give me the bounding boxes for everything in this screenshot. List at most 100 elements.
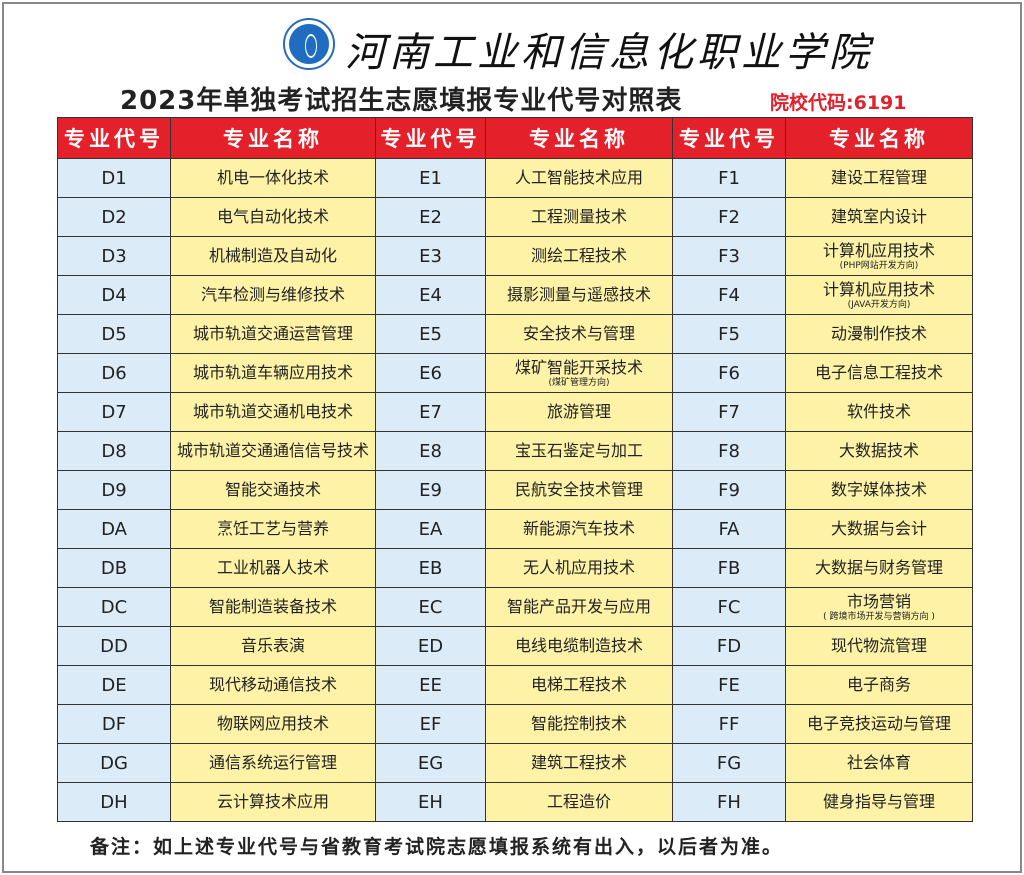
major-name-cell: 城市轨道交通运营管理	[170, 314, 376, 354]
major-name-cell: 宝玉石鉴定与加工	[485, 431, 673, 471]
major-name-cell: 城市轨道交通通信信号技术	[170, 431, 376, 471]
major-name: 云计算技术应用	[216, 792, 329, 811]
major-name-cell: 智能控制技术	[485, 704, 673, 744]
major-code: F3	[672, 236, 786, 276]
major-name-cell: 物联网应用技术	[170, 704, 376, 744]
major-name: 汽车检测与维修技术	[200, 285, 345, 304]
major-name-cell: 汽车检测与维修技术	[170, 275, 376, 315]
major-name-cell: 烹饪工艺与营养	[170, 509, 376, 549]
major-name-cell: 机械制造及自动化	[170, 236, 376, 276]
major-name-cell: 民航安全技术管理	[485, 470, 673, 510]
major-code: E8	[375, 431, 486, 471]
major-code: E5	[375, 314, 486, 354]
major-name-cell: 新能源汽车技术	[485, 509, 673, 549]
major-code: F6	[672, 353, 786, 393]
major-code: EA	[375, 509, 486, 549]
major-code: EB	[375, 548, 486, 588]
major-name: 人工智能技术应用	[514, 168, 643, 187]
major-name: 智能产品开发与应用	[506, 597, 651, 616]
major-name: 健身指导与管理	[822, 792, 935, 811]
table-row: DE 现代移动通信技术 EE 电梯工程技术 FE 电子商务	[57, 665, 973, 705]
header-major-code: 专业代号	[672, 117, 786, 159]
major-name-cell: 音乐表演	[170, 626, 376, 666]
major-code: EH	[375, 782, 486, 822]
table-row: DC 智能制造装备技术 EC 智能产品开发与应用 FC 市场营销( 跨境市场开发与营销方向…	[57, 587, 973, 627]
major-name: 建筑工程技术	[530, 753, 627, 772]
major-name: 城市轨道交通机电技术	[192, 402, 353, 421]
major-code: ED	[375, 626, 486, 666]
major-name-cell: 社会体育	[785, 743, 973, 783]
major-code: F7	[672, 392, 786, 432]
school-code: 院校代码:6191	[770, 92, 907, 114]
major-code: F4	[672, 275, 786, 315]
major-name-cell: 电气自动化技术	[170, 197, 376, 237]
major-name: 电线电缆制造技术	[514, 636, 643, 655]
major-name-cell: 建设工程管理	[785, 158, 973, 198]
major-name: 电子竞技运动与管理	[806, 714, 951, 733]
major-code: DF	[57, 704, 171, 744]
major-name: 城市轨道车辆应用技术	[192, 363, 353, 382]
school-name: 河南工业和信息化职业学院	[345, 30, 873, 76]
major-name: 民航安全技术管理	[514, 480, 643, 499]
major-name: 宝玉石鉴定与加工	[514, 441, 643, 460]
major-name-cell: 安全技术与管理	[485, 314, 673, 354]
major-direction: ( 跨境市场开发与营销方向 )	[823, 612, 935, 622]
major-code: D1	[57, 158, 171, 198]
major-code: FB	[672, 548, 786, 588]
table-row: DF 物联网应用技术 EF 智能控制技术 FF 电子竞技运动与管理	[57, 704, 973, 744]
major-name: 大数据与会计	[830, 519, 927, 538]
major-name-cell: 电子信息工程技术	[785, 353, 973, 393]
table-row: D5 城市轨道交通运营管理 E5 安全技术与管理 F5 动漫制作技术	[57, 314, 973, 354]
table-header-row: 专业代号 专业名称 专业代号 专业名称 专业代号 专业名称	[57, 117, 973, 159]
major-name-cell: 计算机应用技术 (JAVA开发方向)	[785, 275, 973, 315]
major-name: 大数据与财务管理	[814, 558, 943, 577]
major-direction: (JAVA开发方向)	[847, 300, 911, 310]
major-name: 动漫制作技术	[830, 324, 927, 343]
major-code: DD	[57, 626, 171, 666]
major-name-cell: 市场营销( 跨境市场开发与营销方向 )	[785, 587, 973, 627]
major-code: F8	[672, 431, 786, 471]
major-code: DB	[57, 548, 171, 588]
major-name-cell: 人工智能技术应用	[485, 158, 673, 198]
major-name: 数字媒体技术	[830, 480, 927, 499]
major-name: 摄影测量与遥感技术	[506, 285, 651, 304]
major-code: FD	[672, 626, 786, 666]
major-name: 电气自动化技术	[216, 207, 329, 226]
major-name-cell: 云计算技术应用	[170, 782, 376, 822]
major-name: 旅游管理	[546, 402, 611, 421]
major-name: 测绘工程技术	[530, 246, 627, 265]
major-name-cell: 无人机应用技术	[485, 548, 673, 588]
major-name: 电子信息工程技术	[814, 363, 943, 382]
table-row: D2 电气自动化技术 E2 工程测量技术 F2 建筑室内设计	[57, 197, 973, 237]
major-code: E4	[375, 275, 486, 315]
table-row: D9 智能交通技术 E9 民航安全技术管理 F9 数字媒体技术	[57, 470, 973, 510]
major-name-cell: 智能交通技术	[170, 470, 376, 510]
major-code: FE	[672, 665, 786, 705]
major-name-cell: 通信系统运行管理	[170, 743, 376, 783]
major-name-cell: 智能产品开发与应用	[485, 587, 673, 627]
major-name-cell: 建筑室内设计	[785, 197, 973, 237]
major-name-cell: 建筑工程技术	[485, 743, 673, 783]
major-code: FF	[672, 704, 786, 744]
major-name-cell: 软件技术	[785, 392, 973, 432]
table-row: D4 汽车检测与维修技术 E4 摄影测量与遥感技术 F4 计算机应用技术 (JAVA开发方向…	[57, 275, 973, 315]
table-row: D1 机电一体化技术 E1 人工智能技术应用 F1 建设工程管理	[57, 158, 973, 198]
table-row: DG 通信系统运行管理 EG 建筑工程技术 FG 社会体育	[57, 743, 973, 783]
table-row: D7 城市轨道交通机电技术 E7 旅游管理 F7 软件技术	[57, 392, 973, 432]
major-name: 煤矿智能开采技术	[514, 358, 643, 377]
major-name: 智能控制技术	[530, 714, 627, 733]
major-code: F5	[672, 314, 786, 354]
header-major-name: 专业名称	[785, 117, 973, 159]
major-name: 通信系统运行管理	[208, 753, 337, 772]
major-name-cell: 测绘工程技术	[485, 236, 673, 276]
major-direction: (PHP网站开发方向)	[839, 261, 919, 271]
major-code: DE	[57, 665, 171, 705]
header-major-name: 专业名称	[170, 117, 376, 159]
major-name: 电子商务	[846, 675, 911, 694]
header-major-code: 专业代号	[57, 117, 171, 159]
major-code: EF	[375, 704, 486, 744]
major-code: DG	[57, 743, 171, 783]
major-name: 机械制造及自动化	[208, 246, 337, 265]
major-code: D5	[57, 314, 171, 354]
